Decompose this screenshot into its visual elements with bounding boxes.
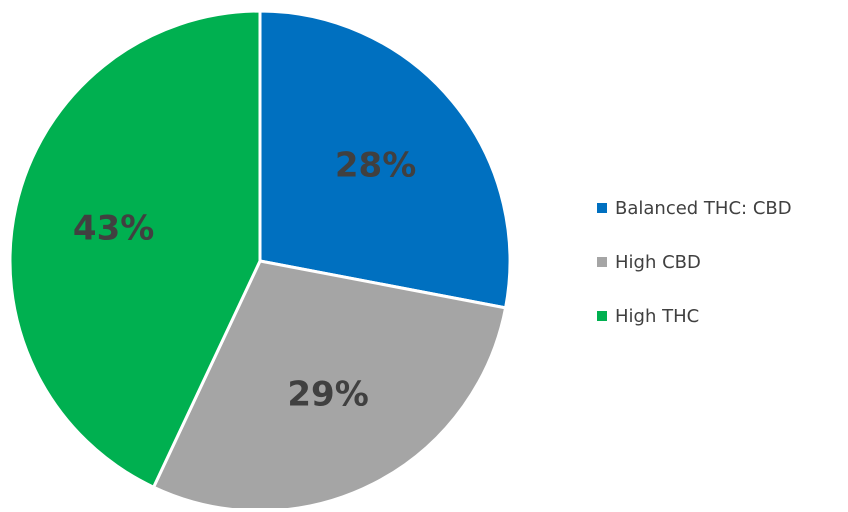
legend-swatch-balanced: [597, 203, 607, 213]
legend-label-high-cbd: High CBD: [615, 251, 701, 273]
data-label-balanced: 28%: [335, 145, 416, 185]
legend-label-high-thc: High THC: [615, 305, 700, 327]
legend-label-balanced: Balanced THC: CBD: [615, 197, 792, 219]
legend-swatch-high-cbd: [597, 257, 607, 267]
data-label-high-cbd: 29%: [287, 375, 368, 415]
legend-item-high-thc: High THC: [597, 304, 792, 328]
legend: Balanced THC: CBD High CBD High THC: [597, 196, 792, 358]
pie-slices: [8, 9, 512, 512]
legend-item-balanced: Balanced THC: CBD: [597, 196, 792, 220]
legend-swatch-high-thc: [597, 311, 607, 321]
pie-slice-high-cbd: [152, 259, 508, 512]
legend-item-high-cbd: High CBD: [597, 250, 792, 274]
pie-data-labels: 28% 29% 43%: [73, 145, 416, 414]
data-label-high-thc: 43%: [73, 208, 154, 248]
pie-slice-balanced: [258, 9, 512, 310]
pie-slice-high-thc: [8, 9, 262, 489]
